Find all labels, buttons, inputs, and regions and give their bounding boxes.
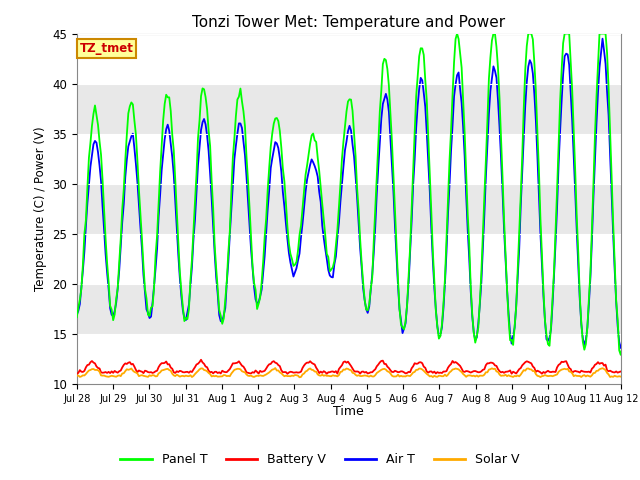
Solar V [374,369,382,375]
Battery V [490,360,497,366]
Text: TZ_tmet: TZ_tmet [79,42,133,55]
Solar V [296,374,303,380]
Battery V [93,363,100,369]
Y-axis label: Temperature (C) / Power (V): Temperature (C) / Power (V) [34,127,47,291]
Air T [486,88,494,94]
Solar V [271,365,279,371]
Battery V [374,361,382,367]
Air T [73,312,81,317]
Line: Panel T: Panel T [77,34,640,357]
X-axis label: Time: Time [333,405,364,418]
Title: Tonzi Tower Met: Temperature and Power: Tonzi Tower Met: Temperature and Power [192,15,506,30]
Panel T [575,250,582,256]
Solar V [111,373,118,379]
Panel T [453,31,461,36]
Panel T [93,112,100,118]
Battery V [73,371,81,377]
Line: Air T: Air T [77,37,640,350]
Battery V [111,368,118,374]
Solar V [490,366,497,372]
Panel T [111,312,118,317]
Air T [111,308,118,314]
Air T [635,34,640,40]
Air T [371,224,379,229]
Panel T [488,37,496,43]
Solar V [93,367,100,373]
Panel T [73,314,81,320]
Panel T [371,206,379,212]
Solar V [576,373,584,379]
Line: Solar V: Solar V [77,368,640,377]
Bar [77,84,621,134]
Line: Battery V: Battery V [77,360,640,374]
Bar [77,184,621,234]
Air T [573,228,580,234]
Solar V [73,373,81,379]
Battery V [197,357,205,363]
Battery V [284,371,291,377]
Air T [93,140,100,145]
Bar [77,284,621,334]
Legend: Panel T, Battery V, Air T, Solar V: Panel T, Battery V, Air T, Solar V [115,448,525,471]
Battery V [576,370,584,375]
